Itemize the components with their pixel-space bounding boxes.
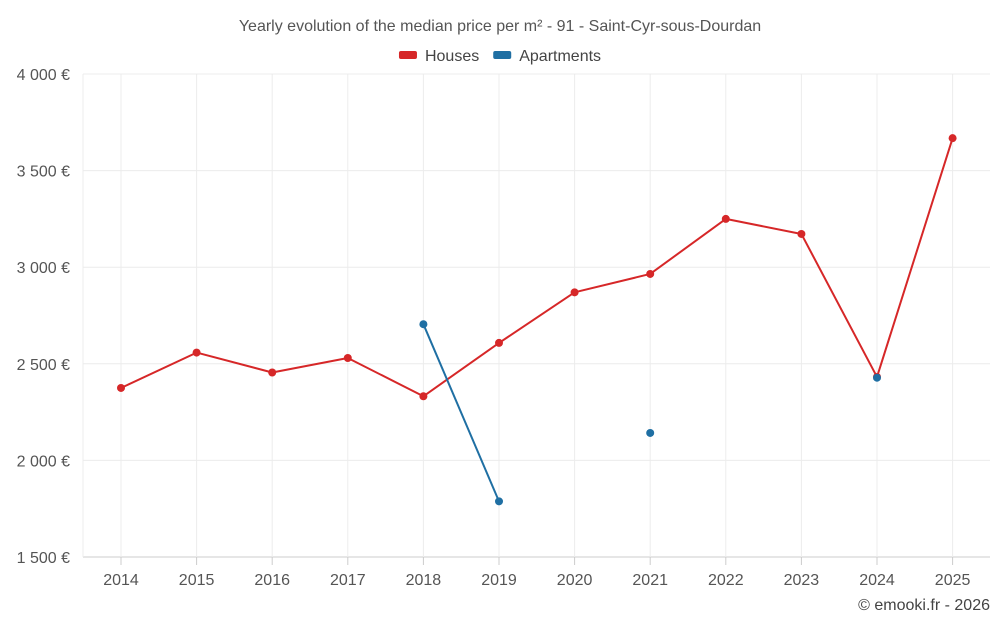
x-tick-label: 2020: [557, 572, 593, 589]
data-point-houses[interactable]: [948, 134, 957, 143]
series-apartments: [419, 320, 881, 506]
series-layer: [117, 134, 957, 506]
data-point-apartments[interactable]: [646, 428, 655, 437]
data-point-houses[interactable]: [343, 354, 352, 363]
grid: [82, 73, 990, 558]
chart-title: Yearly evolution of the median price per…: [239, 18, 761, 35]
x-tick-label: 2019: [481, 572, 517, 589]
x-axis: 2014 2015 2016 2017 2018 2019 2020 2021 2022 2023…: [103, 557, 970, 589]
series-line-houses: [120, 137, 954, 398]
y-tick-label: 2 500 €: [17, 357, 70, 374]
data-point-houses[interactable]: [797, 229, 806, 238]
data-point-apartments[interactable]: [873, 373, 881, 382]
x-tick-label: 2025: [935, 572, 971, 589]
x-tick-label: 2022: [708, 572, 744, 589]
x-tick-label: 2023: [784, 572, 820, 589]
x-tick-label: 2017: [330, 572, 366, 589]
x-tick-label: 2024: [859, 572, 895, 589]
y-tick-label: 2 000 €: [17, 453, 70, 470]
credit-text: © emooki.fr - 2026: [858, 597, 990, 614]
x-tick-label: 2014: [103, 572, 139, 589]
x-tick-label: 2021: [632, 572, 668, 589]
y-tick-label: 3 000 €: [17, 260, 70, 277]
y-tick-label: 4 000 €: [17, 67, 70, 84]
data-point-houses[interactable]: [419, 392, 428, 401]
y-tick-label: 1 500 €: [17, 550, 70, 567]
legend-swatch-houses: [398, 51, 417, 59]
data-point-houses[interactable]: [268, 368, 277, 377]
y-tick-label: 3 500 €: [17, 164, 70, 181]
legend-item-apartments[interactable]: Apartments: [493, 48, 601, 65]
data-point-houses[interactable]: [721, 214, 730, 223]
data-point-apartments[interactable]: [419, 320, 428, 329]
legend-item-houses[interactable]: Houses: [398, 48, 479, 65]
data-point-houses[interactable]: [570, 288, 579, 297]
data-point-houses[interactable]: [495, 338, 503, 347]
legend-label-houses: Houses: [425, 48, 479, 65]
series-houses: [117, 134, 957, 401]
data-point-houses[interactable]: [646, 269, 655, 278]
x-tick-label: 2018: [406, 572, 442, 589]
data-point-houses[interactable]: [192, 348, 201, 357]
legend-swatch-apartments: [493, 51, 512, 59]
x-tick-label: 2015: [179, 572, 215, 589]
data-point-apartments[interactable]: [495, 497, 503, 506]
legend-label-apartments: Apartments: [519, 48, 601, 65]
legend[interactable]: Houses Apartments: [398, 48, 601, 65]
series-line-apartments: [422, 323, 500, 502]
x-tick-label: 2016: [254, 572, 290, 589]
data-point-houses[interactable]: [117, 383, 125, 392]
y-axis: 1 500 € 2 000 € 2 500 € 3 000 € 3 500 € 4 000…: [17, 67, 70, 567]
